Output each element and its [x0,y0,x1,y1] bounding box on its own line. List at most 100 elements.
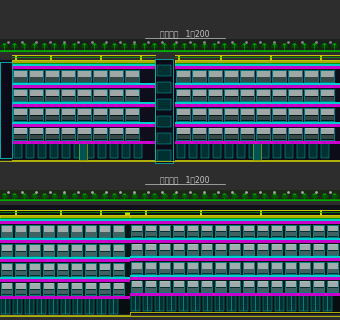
Bar [300,288,309,292]
Bar [93,89,107,101]
Bar [125,116,138,120]
Bar [109,97,122,101]
Bar [12,63,155,64]
Bar [125,89,139,101]
Bar [44,283,53,289]
Bar [289,97,302,101]
Bar [321,77,334,82]
Bar [109,297,118,314]
Bar [272,116,286,120]
Bar [155,294,164,311]
Bar [272,77,286,82]
Bar [216,244,225,250]
Bar [299,244,310,255]
Bar [146,251,155,255]
Bar [100,232,109,237]
Bar [240,90,254,96]
Bar [285,143,293,158]
Bar [311,294,320,311]
Bar [146,226,155,231]
Bar [125,128,138,134]
Bar [187,288,198,292]
Bar [61,89,75,101]
Bar [14,71,27,77]
Bar [78,77,90,82]
Bar [202,263,211,268]
Bar [257,244,268,255]
Bar [208,77,221,82]
Bar [12,83,155,85]
Bar [313,225,324,236]
Bar [30,109,42,115]
Bar [0,219,130,238]
Bar [183,294,184,311]
Bar [85,245,96,251]
Bar [114,226,123,232]
Bar [201,262,212,274]
Bar [1,90,11,102]
Bar [303,294,304,311]
Bar [61,297,70,314]
Bar [109,90,122,96]
Bar [57,225,68,237]
Bar [57,271,68,275]
Bar [300,269,309,273]
Bar [71,244,82,256]
Bar [71,232,82,237]
Bar [131,281,142,292]
Bar [125,77,138,82]
Bar [0,221,130,224]
Bar [179,294,188,311]
Bar [130,219,340,221]
Bar [175,64,340,66]
Bar [113,263,124,276]
Bar [131,294,140,311]
Bar [313,244,324,255]
Bar [299,262,310,274]
Bar [230,244,239,250]
Bar [159,281,170,287]
Bar [285,244,296,255]
Bar [321,128,334,134]
Bar [286,263,295,268]
Bar [30,128,42,134]
Bar [13,89,27,101]
Bar [57,252,68,256]
Bar [30,90,42,96]
Bar [272,251,282,255]
Bar [176,108,190,121]
Bar [57,232,68,237]
Bar [202,226,211,231]
Bar [321,109,334,115]
Bar [71,226,82,232]
Bar [176,77,189,82]
Bar [100,290,109,294]
Bar [77,108,91,121]
Bar [26,143,34,158]
Bar [109,77,122,82]
Bar [0,219,130,221]
Bar [57,290,68,294]
Bar [288,70,302,82]
Bar [256,135,270,139]
Bar [289,71,302,77]
Bar [216,263,225,268]
Bar [44,271,53,275]
Bar [135,294,136,311]
Bar [208,128,222,140]
Bar [321,143,329,158]
Bar [208,90,221,96]
Bar [175,63,340,64]
Bar [216,232,225,236]
Bar [0,238,130,240]
Bar [256,90,270,96]
Bar [327,226,338,231]
Bar [71,225,82,237]
Bar [16,252,26,256]
Bar [173,244,184,255]
Bar [159,244,170,255]
Bar [272,281,282,287]
Bar [130,237,340,240]
Bar [130,256,340,275]
Bar [176,135,189,139]
